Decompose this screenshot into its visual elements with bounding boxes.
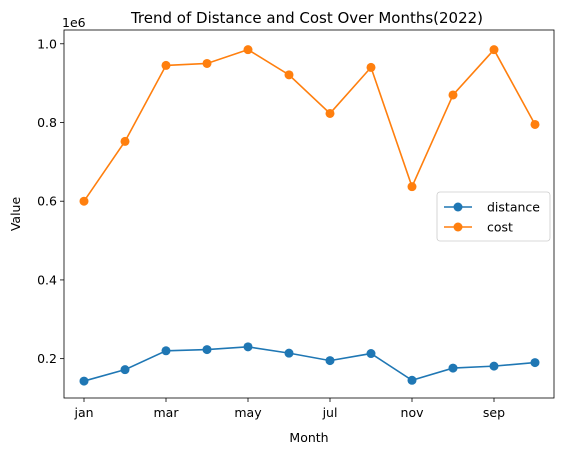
legend-marker-cost bbox=[453, 222, 463, 232]
data-point-cost bbox=[243, 45, 253, 55]
x-tick-label: jan bbox=[73, 405, 93, 420]
legend-marker-distance bbox=[453, 202, 463, 212]
y-tick-label: 0.4 bbox=[37, 272, 57, 287]
y-axis-label: Value bbox=[8, 197, 23, 232]
data-point-distance bbox=[243, 342, 253, 352]
y-tick-label: 0.6 bbox=[37, 194, 57, 209]
data-point-cost bbox=[489, 45, 499, 55]
data-point-cost bbox=[161, 60, 171, 70]
x-tick-label: may bbox=[234, 405, 262, 420]
legend: distance cost bbox=[436, 191, 551, 242]
data-point-cost bbox=[325, 108, 335, 118]
data-point-distance bbox=[284, 348, 294, 358]
y-axis: 0.2 0.4 0.6 0.8 1.0 bbox=[37, 36, 64, 366]
data-point-distance bbox=[79, 376, 89, 386]
data-point-cost bbox=[407, 182, 417, 192]
data-point-distance bbox=[489, 361, 499, 371]
data-point-cost bbox=[530, 119, 540, 129]
y-tick-label: 1.0 bbox=[37, 36, 57, 51]
series-line-cost bbox=[83, 48, 536, 202]
data-point-cost bbox=[448, 90, 458, 100]
y-tick-label: 0.8 bbox=[37, 115, 57, 130]
x-axis: jan mar may jul nov sep bbox=[73, 398, 505, 420]
series-layer bbox=[79, 45, 540, 386]
offset-text: 1e6 bbox=[62, 15, 86, 30]
data-point-cost bbox=[120, 136, 130, 146]
data-point-cost bbox=[79, 196, 89, 206]
data-point-distance bbox=[448, 363, 458, 373]
legend-box bbox=[436, 191, 551, 242]
data-point-distance bbox=[202, 345, 212, 355]
x-tick-label: jul bbox=[322, 405, 338, 420]
y-tick-label: 0.2 bbox=[37, 351, 57, 366]
x-tick-label: mar bbox=[154, 405, 180, 420]
x-tick-label: nov bbox=[401, 405, 425, 420]
data-point-distance bbox=[530, 358, 540, 368]
chart-title: Trend of Distance and Cost Over Months(2… bbox=[130, 9, 483, 27]
data-point-distance bbox=[120, 365, 130, 375]
data-point-cost bbox=[366, 62, 376, 72]
legend-label-distance: distance bbox=[487, 200, 540, 215]
plot-area bbox=[63, 29, 555, 399]
x-axis-label: Month bbox=[289, 430, 328, 445]
data-point-distance bbox=[325, 356, 335, 366]
data-point-distance bbox=[407, 375, 417, 385]
data-point-distance bbox=[366, 349, 376, 359]
data-point-cost bbox=[284, 70, 294, 80]
data-point-cost bbox=[202, 58, 212, 68]
x-tick-label: sep bbox=[483, 405, 505, 420]
series-line-distance bbox=[83, 346, 536, 382]
data-point-distance bbox=[161, 346, 171, 356]
legend-label-cost: cost bbox=[487, 220, 513, 235]
